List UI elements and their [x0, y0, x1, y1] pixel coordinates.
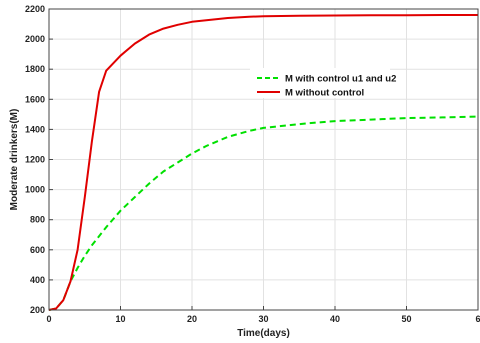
y-axis-label: Moderate drinkers(M) — [9, 109, 20, 211]
y-tick-label: 2000 — [25, 34, 45, 44]
x-tick-label: 40 — [330, 314, 340, 324]
y-tick-label: 1000 — [25, 185, 45, 195]
y-tick-label: 1200 — [25, 155, 45, 165]
y-tick-label: 200 — [30, 305, 45, 315]
y-tick-label: 2200 — [25, 4, 45, 14]
x-tick-label: 30 — [258, 314, 268, 324]
legend: M with control u1 and u2 M without contr… — [250, 68, 396, 99]
y-tick-label: 1400 — [25, 124, 45, 134]
y-tick-label: 1600 — [25, 94, 45, 104]
y-tick-label: 600 — [30, 245, 45, 255]
series-line-without-control — [48, 14, 478, 311]
x-tick-label: 6 — [475, 314, 480, 324]
legend-label-with-control: M with control u1 and u2 — [285, 74, 396, 85]
tick-layer: 0 10 20 30 40 50 6 200 400 600 800 1000 1200 1400 1600… — [25, 4, 480, 324]
y-tick-label: 1800 — [25, 64, 45, 74]
y-tick-label: 400 — [30, 275, 45, 285]
x-tick-label: 0 — [46, 314, 51, 324]
grid-layer — [48, 8, 479, 311]
series-layer — [48, 14, 479, 311]
x-tick-label: 10 — [115, 314, 125, 324]
x-tick-label: 50 — [401, 314, 411, 324]
x-tick-label: 20 — [187, 314, 197, 324]
y-tick-label: 800 — [30, 215, 45, 225]
x-axis-label: Time(days) — [237, 328, 290, 339]
legend-label-without-control: M without control — [285, 88, 364, 99]
series-line-with-control — [48, 115, 479, 311]
